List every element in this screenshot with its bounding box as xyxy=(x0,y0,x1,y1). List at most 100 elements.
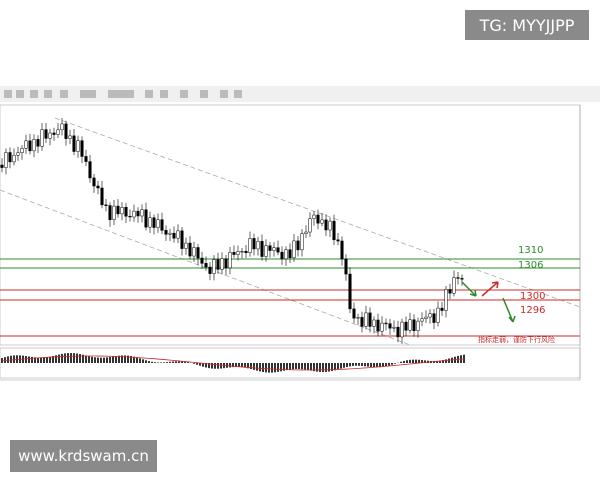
macd-bar xyxy=(310,363,312,371)
candle-body xyxy=(372,319,376,327)
macd-bar xyxy=(130,356,132,363)
macd-bar xyxy=(61,353,63,363)
candle-body xyxy=(200,257,204,264)
macd-bar xyxy=(253,363,255,370)
macd-bar xyxy=(73,353,75,363)
macd-bar xyxy=(280,363,282,372)
macd-bar xyxy=(364,363,366,367)
macd-bar xyxy=(25,356,27,363)
macd-bar xyxy=(277,363,279,372)
candle-body xyxy=(392,326,396,329)
candle-body xyxy=(292,240,296,259)
macd-bar xyxy=(118,355,120,363)
candle-body xyxy=(24,140,28,149)
macd-bar xyxy=(265,363,267,373)
candle-body xyxy=(40,129,44,147)
candle-body xyxy=(312,214,316,219)
macd-bar xyxy=(28,356,30,363)
watermark: TG: MYYJJPP xyxy=(465,10,589,40)
macd-bar xyxy=(34,357,36,363)
candle-body xyxy=(48,132,52,139)
candle-body xyxy=(168,232,172,235)
candle-body xyxy=(64,123,68,139)
candle-body xyxy=(232,252,236,255)
macd-bar xyxy=(325,363,327,372)
macd-bar xyxy=(370,363,372,367)
candle-body xyxy=(16,152,20,156)
candle-body xyxy=(196,247,200,259)
macd-bar xyxy=(82,354,84,363)
macd-bar xyxy=(439,360,441,363)
macd-bar xyxy=(196,363,198,365)
macd-bar xyxy=(241,363,243,368)
macd-bar xyxy=(91,356,93,363)
candle-body xyxy=(400,321,404,338)
macd-bar xyxy=(67,353,69,363)
macd-bar xyxy=(229,363,231,368)
macd-bar xyxy=(400,361,402,363)
macd-bar xyxy=(154,362,156,363)
candle-body xyxy=(424,316,428,319)
macd-bar xyxy=(292,363,294,370)
macd-bar xyxy=(352,363,354,366)
macd-bar xyxy=(232,363,234,368)
annotation: 指标走弱，谨防下行风险 xyxy=(478,335,555,344)
macd-bar xyxy=(181,361,183,363)
candle-body xyxy=(320,219,324,224)
macd-bar xyxy=(250,363,252,370)
macd-bar xyxy=(409,359,411,363)
macd-bar xyxy=(283,363,285,371)
macd-bar xyxy=(88,356,90,363)
macd-bar xyxy=(319,363,321,372)
macd-bar xyxy=(463,354,465,363)
macd-bar xyxy=(313,363,315,372)
macd-bar xyxy=(412,359,414,363)
candle-body xyxy=(68,135,72,139)
macd-bar xyxy=(382,363,384,367)
candle-body xyxy=(136,210,140,217)
macd-bar xyxy=(205,363,207,368)
macd-bar xyxy=(7,356,9,363)
macd-bar xyxy=(448,358,450,363)
macd-bar xyxy=(4,357,6,363)
candle-body xyxy=(148,217,152,228)
candle-body xyxy=(76,140,80,152)
macd-bar xyxy=(247,363,249,369)
candle-body xyxy=(416,320,420,331)
macd-bar xyxy=(106,357,108,363)
candle-body xyxy=(288,249,292,259)
candle-body xyxy=(4,152,8,168)
candle-body xyxy=(268,245,272,251)
arrow-down xyxy=(502,297,516,323)
macd-bar xyxy=(355,363,357,366)
candle-body xyxy=(180,230,184,249)
macd-bar xyxy=(322,363,324,373)
candle-body xyxy=(192,247,196,257)
candle-body xyxy=(228,252,232,269)
macd-bar xyxy=(76,353,78,363)
macd-bar xyxy=(148,361,150,363)
candle-body xyxy=(104,204,108,206)
candle-body xyxy=(296,240,300,251)
macd-bar xyxy=(271,363,273,373)
toolbar-icons xyxy=(4,90,242,98)
macd-bar xyxy=(52,356,54,363)
macd-bar xyxy=(433,361,435,363)
candle-body xyxy=(172,232,176,239)
macd-bar xyxy=(31,356,33,363)
macd-bar xyxy=(361,363,363,366)
candle-body xyxy=(248,238,252,254)
candle-body xyxy=(152,217,156,228)
macd-bar xyxy=(43,357,45,363)
candle-body xyxy=(220,258,224,270)
candle-body xyxy=(340,240,344,260)
trading-chart: 1310 1306 1300 1296 指标走弱，谨防下行风险 xyxy=(0,86,600,381)
macd-bar xyxy=(178,361,180,363)
macd-bar xyxy=(238,363,240,368)
candle-body xyxy=(324,219,328,231)
candle-body xyxy=(360,317,364,327)
macd-bar xyxy=(199,363,201,366)
macd-bar xyxy=(49,356,51,363)
candle-body xyxy=(56,129,60,135)
candle-body xyxy=(460,278,464,280)
